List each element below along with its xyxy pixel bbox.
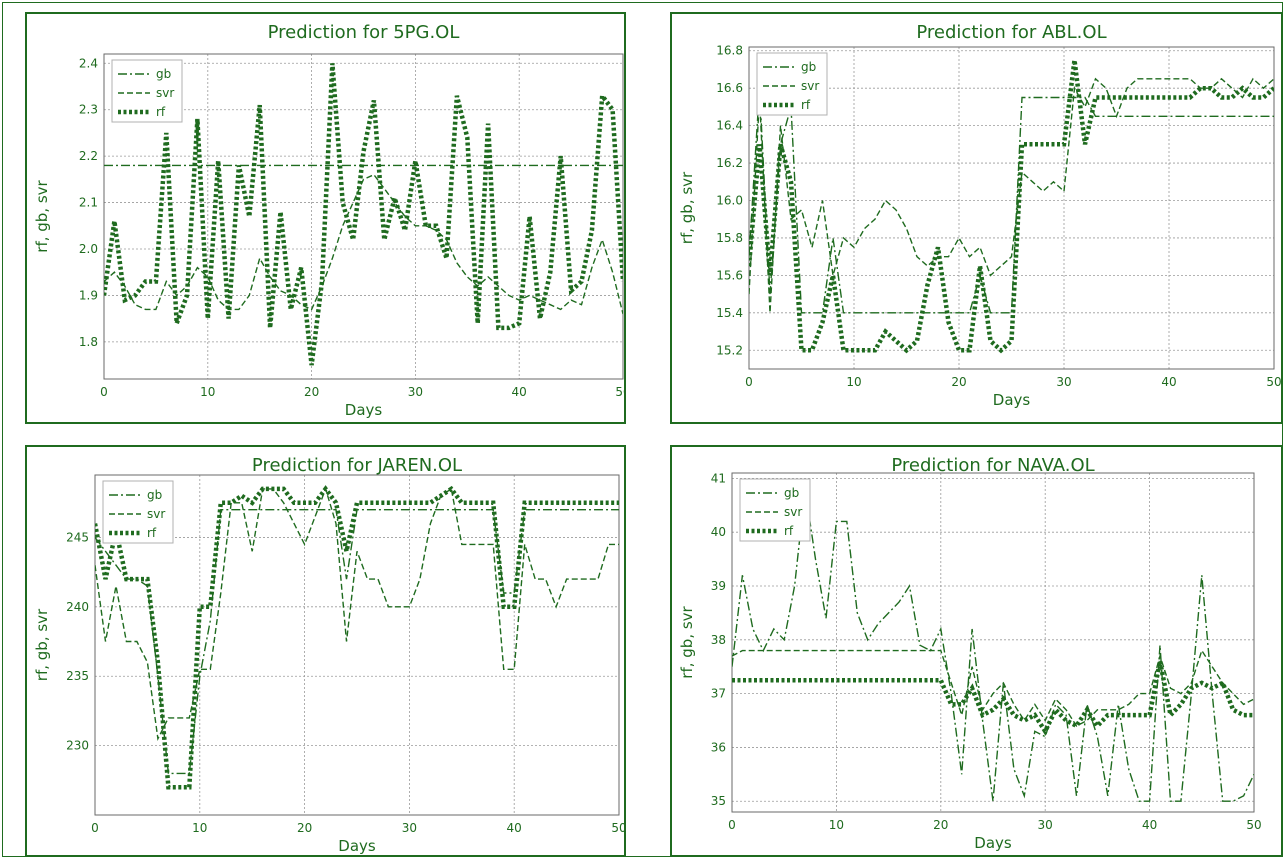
series-line-rf bbox=[749, 59, 1274, 354]
chart-panel-abl: Prediction for ABL.OL 0 10 20 30 40 50 15.2 15.4… bbox=[670, 12, 1283, 424]
series-line-gb bbox=[95, 509, 619, 775]
series-line-rf bbox=[732, 660, 1254, 736]
y-tick-label: 36 bbox=[711, 740, 726, 754]
y-axis-label: rf, gb, svr bbox=[678, 605, 696, 678]
x-tick-label: 40 bbox=[512, 385, 527, 399]
y-tick-label: 2.1 bbox=[79, 196, 98, 210]
x-tick-label: 10 bbox=[200, 385, 215, 399]
y-axis-label: rf, gb, svr bbox=[678, 171, 696, 244]
x-tick-label: 40 bbox=[1161, 375, 1176, 389]
x-tick-label: 40 bbox=[507, 821, 522, 835]
y-tick-label: 1.9 bbox=[79, 288, 98, 302]
legend-label-gb: gb bbox=[801, 60, 816, 74]
chart-svg-abl: Prediction for ABL.OL 0 10 20 30 40 50 15.2 15.4… bbox=[678, 22, 1281, 409]
legend-label-rf: rf bbox=[801, 98, 811, 112]
chart-svg-nava: Prediction for NAVA.OL 0 10 20 30 40 50 35 36 37 3… bbox=[678, 455, 1262, 852]
x-tick-label: 10 bbox=[829, 818, 844, 832]
chart-svg-jaren: Prediction for JAREN.OL 0 10 20 30 40 50 230 235… bbox=[33, 455, 624, 855]
legend-label-gb: gb bbox=[147, 488, 162, 502]
y-tick-label: 39 bbox=[711, 579, 726, 593]
y-tick-label: 16.4 bbox=[716, 119, 743, 133]
x-axis-label: Days bbox=[345, 401, 383, 419]
x-axis-label: Days bbox=[338, 837, 376, 855]
y-axis-label: rf, gb, svr bbox=[33, 608, 51, 681]
chart-title: Prediction for JAREN.OL bbox=[252, 455, 462, 476]
x-tick-label: 30 bbox=[1056, 375, 1071, 389]
x-tick-label: 0 bbox=[91, 821, 99, 835]
chart-svg-5pg: Prediction for 5PG.OL 0 10 20 30 40 50 1.8 1.9 2.… bbox=[33, 22, 624, 419]
y-tick-label: 1.8 bbox=[79, 335, 98, 349]
chart-title: Prediction for NAVA.OL bbox=[891, 455, 1094, 476]
chart-panel-5pg: Prediction for 5PG.OL 0 10 20 30 40 50 1.8 1.9 2.… bbox=[25, 12, 626, 424]
legend-label-rf: rf bbox=[156, 105, 166, 119]
series-line-rf bbox=[104, 63, 623, 366]
plot-frame bbox=[94, 474, 620, 816]
chart-panel-jaren: Prediction for JAREN.OL 0 10 20 30 40 50 230 235… bbox=[25, 445, 626, 857]
y-tick-label: 40 bbox=[711, 525, 726, 539]
x-tick-label: 30 bbox=[1038, 818, 1053, 832]
x-tick-label: 30 bbox=[408, 385, 423, 399]
series-line-svr bbox=[104, 173, 623, 315]
x-tick-label: 20 bbox=[304, 385, 319, 399]
y-tick-label: 15.4 bbox=[716, 306, 743, 320]
legend-label-svr: svr bbox=[784, 505, 802, 519]
x-tick-label: 0 bbox=[728, 818, 736, 832]
x-tick-label: 30 bbox=[402, 821, 417, 835]
x-tick-label: 20 bbox=[297, 821, 312, 835]
legend-label-gb: gb bbox=[784, 486, 799, 500]
chart-panel-nava: Prediction for NAVA.OL 0 10 20 30 40 50 35 36 37 3… bbox=[670, 445, 1283, 857]
x-tick-label: 50 bbox=[615, 385, 624, 399]
y-tick-label: 15.8 bbox=[716, 231, 743, 245]
series-line-svr bbox=[95, 486, 619, 742]
chart-title: Prediction for 5PG.OL bbox=[268, 22, 460, 43]
y-tick-label: 2.4 bbox=[79, 56, 98, 70]
y-tick-label: 240 bbox=[66, 600, 89, 614]
x-tick-label: 20 bbox=[933, 818, 948, 832]
legend-label-svr: svr bbox=[147, 507, 165, 521]
series-line-rf bbox=[95, 485, 619, 790]
y-tick-label: 38 bbox=[711, 633, 726, 647]
x-tick-label: 50 bbox=[1246, 818, 1261, 832]
y-tick-label: 2.2 bbox=[79, 149, 98, 163]
y-tick-label: 41 bbox=[711, 471, 726, 485]
y-tick-label: 35 bbox=[711, 794, 726, 808]
series-line-svr bbox=[732, 648, 1254, 727]
x-axis-label: Days bbox=[993, 391, 1031, 409]
x-axis-label: Days bbox=[974, 834, 1012, 852]
y-tick-label: 2.3 bbox=[79, 103, 98, 117]
x-tick-label: 40 bbox=[1142, 818, 1157, 832]
chart-title: Prediction for ABL.OL bbox=[916, 22, 1106, 43]
legend-label-rf: rf bbox=[147, 526, 157, 540]
y-tick-label: 16.8 bbox=[716, 44, 743, 58]
y-tick-label: 235 bbox=[66, 669, 89, 683]
x-tick-label: 0 bbox=[100, 385, 108, 399]
y-tick-label: 16.6 bbox=[716, 81, 743, 95]
y-tick-label: 16.0 bbox=[716, 194, 743, 208]
y-axis-label: rf, gb, svr bbox=[33, 179, 51, 252]
y-tick-label: 2.0 bbox=[79, 242, 98, 256]
y-tick-label: 245 bbox=[66, 530, 89, 544]
series-line-gb bbox=[749, 88, 1274, 314]
x-tick-label: 50 bbox=[611, 821, 624, 835]
y-tick-label: 15.2 bbox=[716, 343, 743, 357]
plot-frame bbox=[103, 53, 624, 380]
legend-label-svr: svr bbox=[801, 79, 819, 93]
plot-frame bbox=[731, 472, 1255, 813]
y-tick-label: 37 bbox=[711, 687, 726, 701]
legend-label-rf: rf bbox=[784, 524, 794, 538]
y-tick-label: 15.6 bbox=[716, 268, 743, 282]
x-tick-label: 50 bbox=[1266, 375, 1281, 389]
series-line-svr bbox=[749, 77, 1274, 313]
plot-frame bbox=[748, 46, 1275, 370]
x-tick-label: 10 bbox=[192, 821, 207, 835]
legend-label-svr: svr bbox=[156, 86, 174, 100]
y-tick-label: 230 bbox=[66, 739, 89, 753]
x-tick-label: 0 bbox=[745, 375, 753, 389]
legend-label-gb: gb bbox=[156, 67, 171, 81]
x-tick-label: 20 bbox=[951, 375, 966, 389]
y-tick-label: 16.2 bbox=[716, 156, 743, 170]
x-tick-label: 10 bbox=[846, 375, 861, 389]
